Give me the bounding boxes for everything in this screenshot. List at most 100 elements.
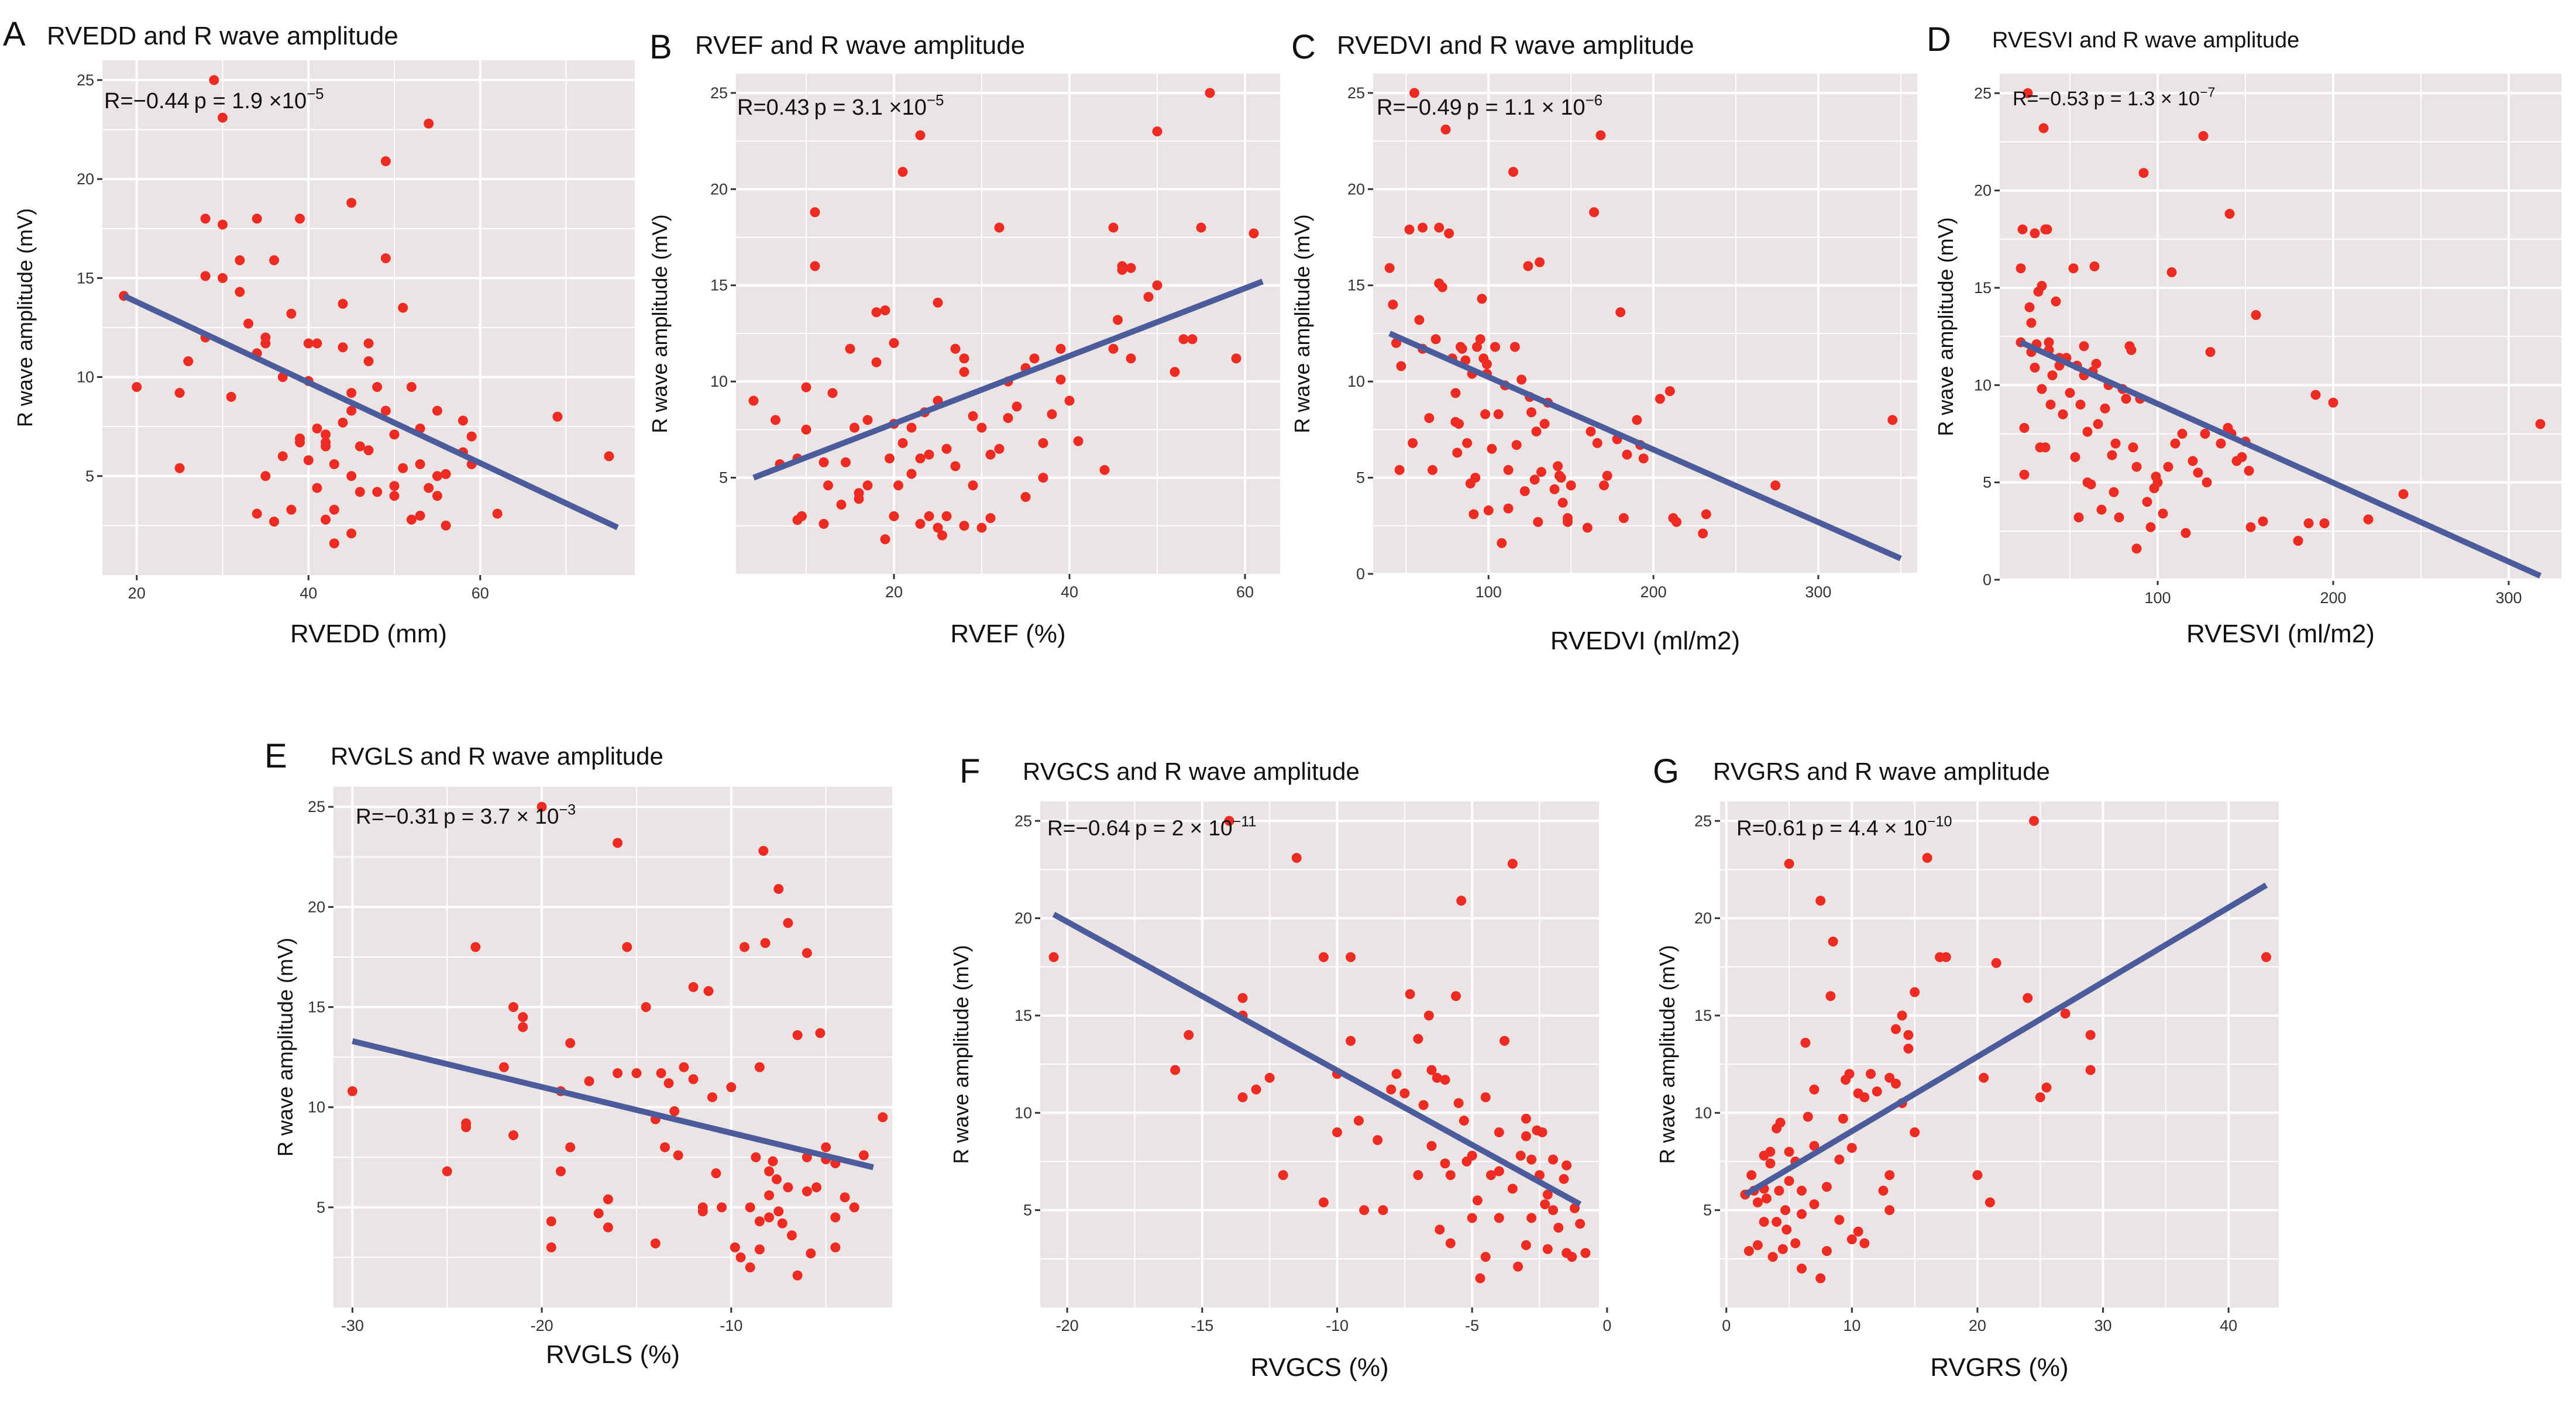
x-tick-label: 40 [300,584,317,602]
data-point [673,1150,683,1161]
r-value: R=0.43 [737,95,810,120]
data-point [1384,263,1395,273]
data-point [994,443,1005,454]
x-axis-label: RVEDVI (ml/m2) [1550,627,1740,655]
data-point [937,530,947,541]
panel-letter: F [959,752,980,790]
data-point [1752,1197,1763,1207]
data-point [1548,1205,1559,1216]
data-point [802,948,812,958]
data-point [1152,280,1163,291]
data-point [1622,449,1632,460]
data-point [1523,261,1533,271]
data-point [2044,337,2054,347]
data-point [2261,952,2272,962]
data-point [1540,1199,1550,1210]
data-point [2070,452,2080,462]
data-point [1549,484,1560,494]
data-point [858,1150,869,1161]
data-point [950,343,961,354]
data-point [1513,1261,1523,1272]
data-point [889,338,899,348]
correlation-annotation: R=−0.53 p = 1.3 × 10−7 [2013,85,2215,110]
data-point [871,357,882,367]
data-point [773,1206,784,1217]
data-point [1526,1154,1537,1165]
data-point [1457,343,1467,354]
data-point [1903,1044,1914,1054]
data-point [303,455,314,466]
data-point [363,445,374,456]
data-point [1796,1263,1807,1274]
data-point [346,471,357,481]
y-tick-label: 20 [1347,180,1365,198]
data-point [915,130,926,140]
data-point [1450,388,1461,398]
data-point [1529,474,1540,485]
p-value: p = 1.9 ×10 [194,89,307,113]
data-point [889,511,899,521]
data-point [2138,168,2149,178]
data-point [924,449,934,460]
data-point [2110,438,2121,449]
data-point [2037,384,2047,394]
data-point [2082,426,2093,437]
panel-title: RVEF and R wave amplitude [695,31,1025,60]
data-point [1784,1147,1794,1157]
data-point [764,1212,775,1223]
data-point [303,338,314,349]
data-point [1784,1176,1794,1186]
x-tick-label: 30 [2094,1317,2112,1334]
plot-background [736,74,1280,574]
r-value: R=−0.49 [1377,95,1462,120]
data-point [1765,1158,1776,1169]
data-point [2142,497,2152,507]
data-point [1672,517,1682,527]
data-point [2216,438,2226,449]
y-tick-label: 15 [710,277,728,294]
data-point [1196,222,1206,233]
correlation-annotation: R=−0.64 p = 2 × 10−11 [1047,813,1256,840]
data-point [2181,528,2191,538]
data-point [243,318,254,329]
data-point [1391,1069,1402,1079]
data-point [959,367,969,377]
y-tick-label: 15 [1014,1007,1032,1024]
x-tick-label: 20 [1969,1317,1986,1334]
data-point [810,207,820,218]
data-point [1445,1170,1456,1181]
data-point [1117,264,1127,275]
p-exponent: −3 [559,801,576,818]
r-value: R=−0.44 [104,89,190,113]
y-tick-label: 25 [308,798,325,815]
data-point [1803,1112,1813,1122]
data-point [754,1216,765,1227]
data-point [2109,487,2119,497]
data-point [1003,413,1013,424]
data-point [1521,1240,1531,1251]
data-point [174,388,185,398]
data-point [650,1238,661,1248]
y-tick-label: 25 [1974,84,1992,102]
data-point [1780,1205,1791,1216]
data-point [850,422,859,433]
x-tick-label: -10 [1326,1317,1349,1334]
data-point [801,424,811,435]
data-point [355,487,365,497]
data-point [1784,858,1794,869]
data-point [1237,1092,1248,1103]
data-point [1698,528,1708,539]
correlation-annotation: R=−0.49 p = 1.1 × 10−6 [1377,92,1602,120]
data-point [821,1142,831,1152]
data-point [2363,514,2374,525]
data-point [1468,509,1479,519]
x-tick-label: 20 [128,584,146,602]
data-point [372,381,383,392]
data-point [346,198,357,208]
data-point [906,422,917,433]
data-point [260,332,271,343]
data-point [1575,1219,1586,1229]
panel-g: 0 10 20 30 40 5 10 15 20 25 G RVGRS and R wave ampl… [1653,752,2279,1382]
x-axis-label: RVEF (%) [950,620,1065,648]
correlation-annotation: R=0.61 p = 4.4 × 10−10 [1736,813,1952,840]
